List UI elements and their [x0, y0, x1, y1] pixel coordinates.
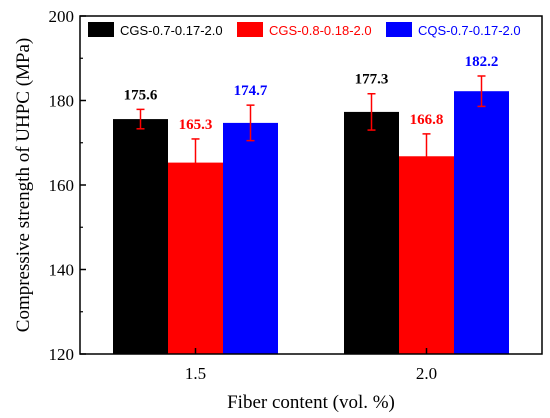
- y-axis-title: Compressive strength of UHPC (MPa): [13, 38, 34, 332]
- x-axis-ticks: 1.5 2.0: [185, 348, 437, 383]
- data-label: 182.2: [465, 54, 499, 70]
- data-label: 177.3: [355, 72, 389, 88]
- legend-entry: CGS-0.8-0.18-2.0: [269, 23, 372, 38]
- y-tick-label: 200: [49, 7, 75, 26]
- bar: [223, 122, 278, 354]
- bar: [344, 111, 399, 354]
- bar: [113, 119, 168, 354]
- legend-swatch: [88, 22, 114, 37]
- legend: CGS-0.7-0.17-2.0 CGS-0.8-0.18-2.0 CQS-0.7-…: [88, 22, 521, 38]
- error-bars-layer: [136, 75, 486, 188]
- x-tick-label: 1.5: [185, 364, 206, 383]
- bar: [454, 91, 509, 354]
- y-tick-label: 160: [49, 176, 75, 195]
- legend-entry: CGS-0.7-0.17-2.0: [120, 23, 223, 38]
- y-tick-label: 180: [49, 92, 75, 111]
- y-axis-ticks: 120 140 160 180 200: [49, 7, 86, 364]
- y-tick-label: 120: [49, 345, 75, 364]
- legend-swatch: [386, 22, 412, 37]
- data-label: 174.7: [234, 83, 268, 99]
- data-label: 166.8: [410, 112, 444, 128]
- legend-swatch: [237, 22, 263, 37]
- data-label: 175.6: [124, 87, 158, 103]
- legend-entry: CQS-0.7-0.17-2.0: [418, 23, 521, 38]
- data-labels-layer: 175.6 165.3 174.7 177.3 166.8 182.2: [124, 54, 499, 133]
- x-axis-title: Fiber content (vol. %): [227, 392, 395, 413]
- x-tick-label: 2.0: [416, 364, 437, 383]
- data-label: 165.3: [179, 117, 213, 133]
- bars-layer: [113, 91, 509, 354]
- bar: [168, 162, 223, 354]
- y-tick-label: 140: [49, 261, 75, 280]
- bar: [399, 156, 454, 354]
